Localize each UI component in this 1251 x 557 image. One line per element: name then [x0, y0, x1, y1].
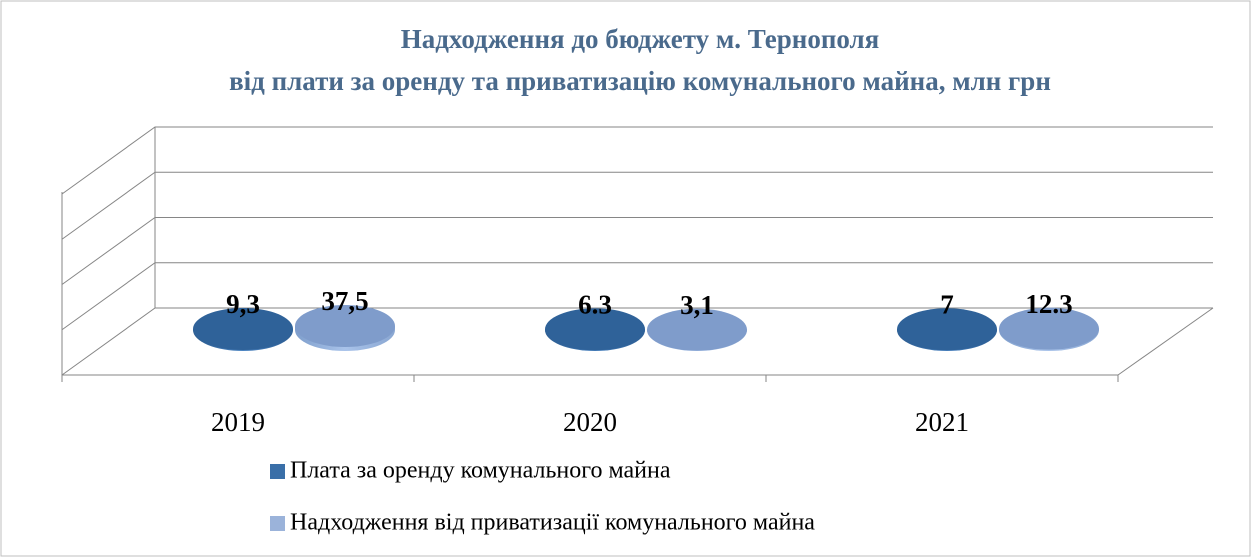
grid-line [61, 262, 1213, 331]
chart-subtitle: від плати за оренду та приватизацію кому… [229, 66, 1051, 96]
chart-title: Надходження до бюджету м. Тернополя [401, 24, 880, 54]
grid-line [61, 126, 1213, 195]
legend-label: Плата за оренду комунального майна [290, 458, 671, 484]
data-label: 3,1 [680, 290, 714, 320]
legend-swatch [270, 464, 285, 479]
x-tick-label: 2020 [563, 407, 617, 437]
bar-top [193, 308, 293, 351]
x-tick-label: 2021 [915, 407, 969, 437]
grid-line [61, 171, 1213, 240]
legend-swatch [270, 516, 285, 531]
grid-line [61, 307, 1213, 376]
data-label: 37,5 [321, 286, 368, 316]
bar-top [999, 307, 1099, 350]
data-label: 9,3 [226, 289, 260, 319]
legend-label: Надходження від приватизації комунальног… [290, 510, 815, 536]
x-tick-label: 2019 [211, 407, 265, 437]
bar-top [295, 304, 395, 347]
bar-top [647, 308, 747, 351]
grid-line [61, 217, 1213, 285]
data-label: 12.3 [1025, 289, 1072, 319]
floor-right [1117, 307, 1214, 376]
data-label: 6.3 [578, 290, 612, 320]
bar-top [545, 308, 645, 351]
data-label: 7 [940, 289, 954, 319]
bar-top [897, 308, 997, 351]
